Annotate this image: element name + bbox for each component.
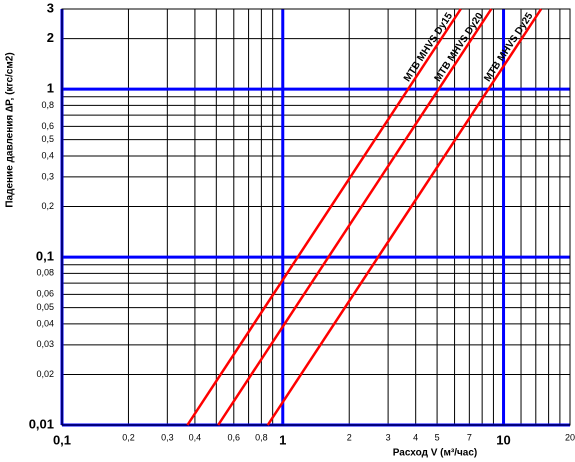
x-tick-label: 2: [347, 432, 352, 442]
series-line: [186, 8, 462, 426]
y-tick-label: 0,6: [41, 121, 54, 131]
y-tick-label: 1: [47, 81, 54, 96]
series-line: [266, 8, 543, 426]
x-tick-label: 7: [467, 432, 472, 442]
x-tick-label: 0,1: [53, 432, 71, 447]
y-tick-label: 0,04: [36, 318, 54, 328]
x-tick-label: 0,6: [228, 432, 241, 442]
y-tick-label: 0,03: [36, 339, 54, 349]
y-tick-label: 0,05: [36, 302, 54, 312]
y-tick-label: 0,02: [36, 369, 54, 379]
x-tick-label: 0,2: [122, 432, 135, 442]
y-axis-label: Падение давления ∆P, (кгс/см2): [5, 52, 16, 207]
y-tick-label: 0,3: [41, 171, 54, 181]
y-tick-label: 0,1: [36, 249, 54, 264]
x-tick-label: 10: [496, 432, 510, 447]
series-line: [217, 8, 493, 426]
y-tick-label: 0,01: [29, 416, 54, 431]
x-tick-label: 4: [413, 432, 418, 442]
y-tick-label: 2: [47, 30, 54, 45]
y-tick-label: 0,06: [36, 289, 54, 299]
y-tick-label: 0,8: [41, 100, 54, 110]
x-axis-label: Расход V (м³/час): [393, 448, 478, 459]
x-tick-label: 5: [435, 432, 440, 442]
x-tick-label: 0,8: [255, 432, 268, 442]
y-tick-label: 0,08: [36, 268, 54, 278]
x-tick-label: 20: [565, 432, 575, 442]
x-tick-label: 0,4: [189, 432, 202, 442]
y-tick-label: 3: [47, 0, 54, 15]
x-tick-label: 1: [279, 432, 286, 447]
y-tick-label: 0,4: [41, 150, 54, 160]
x-tick-label: 3: [386, 432, 391, 442]
y-tick-label: 0,5: [41, 134, 54, 144]
x-tick-label: 0,3: [161, 432, 174, 442]
plot-frame: [61, 8, 571, 426]
y-tick-label: 0,2: [41, 201, 54, 211]
